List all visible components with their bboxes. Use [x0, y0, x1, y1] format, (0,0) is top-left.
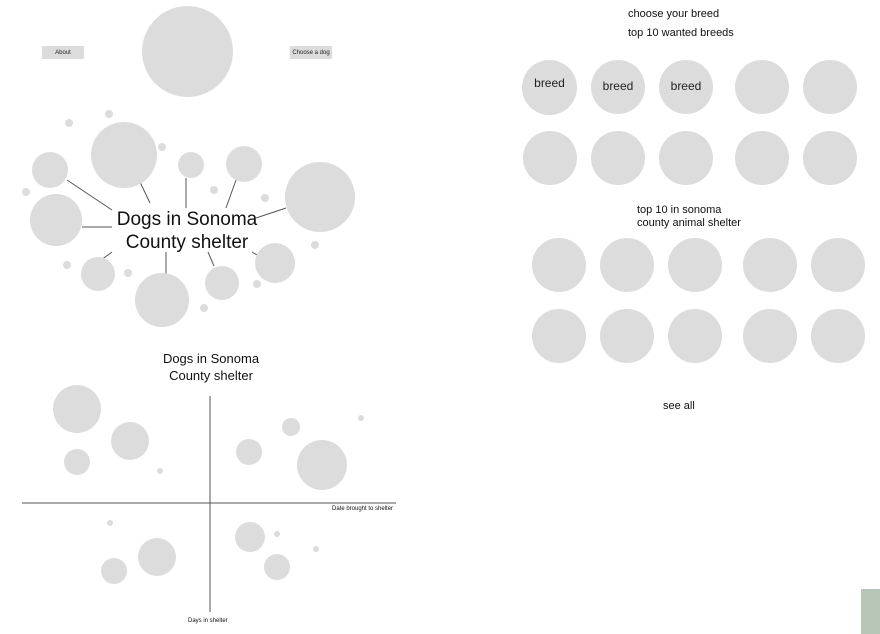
scatter-bubble [297, 440, 347, 490]
diagram-title-line1: Dogs in Sonoma [116, 209, 258, 230]
shelter-breed-option[interactable] [532, 238, 586, 292]
bubble [285, 162, 355, 232]
scatter-bubble [138, 538, 176, 576]
bubble [91, 122, 157, 188]
choose-breed-heading: choose your breed [628, 8, 720, 20]
bubble [255, 243, 295, 283]
shelter-heading-line2: county animal shelter [637, 217, 741, 229]
scatter-bubble [282, 418, 300, 436]
bubble [178, 152, 204, 178]
dot [261, 194, 269, 202]
breed-option[interactable] [523, 131, 577, 185]
dot [253, 280, 261, 288]
scatter-bubble [64, 449, 90, 475]
connector-line [139, 181, 151, 204]
bubble [205, 266, 239, 300]
scatter-bubble [53, 385, 101, 433]
shelter-breed-option[interactable] [600, 238, 654, 292]
bubble [81, 257, 115, 291]
bubble [32, 152, 68, 188]
scatter-dot [274, 531, 280, 537]
quadrant-scatter-sketch [22, 385, 396, 612]
hero-image-placeholder [142, 6, 233, 97]
shelter-breed-option[interactable] [532, 309, 586, 363]
scatter-dot [358, 415, 364, 421]
diagram-title-line2: County shelter [125, 232, 249, 253]
dot [200, 304, 208, 312]
dot [105, 110, 113, 118]
choose-dog-button[interactable]: Choose a dog [290, 46, 332, 59]
breed-option[interactable]: breed [522, 60, 577, 115]
scatter-bubble [235, 522, 265, 552]
scatter-dot [157, 468, 163, 474]
about-button[interactable]: About [42, 46, 84, 59]
breed-label: breed [534, 76, 565, 90]
connector-line [66, 179, 113, 211]
connector-line [207, 251, 215, 267]
scatter-title-line2: County shelter [169, 368, 253, 383]
y-axis-label: Days in shelter [188, 618, 228, 624]
dot [124, 269, 132, 277]
scatter-bubble [264, 554, 290, 580]
shelter-breed-option[interactable] [743, 238, 797, 292]
scatter-dot [107, 520, 113, 526]
dot [22, 188, 30, 196]
bubble [135, 273, 189, 327]
dot [65, 119, 73, 127]
shelter-heading-line1: top 10 in sonoma [637, 204, 722, 216]
breed-option[interactable]: breed [591, 60, 645, 114]
dot [158, 143, 166, 151]
scatter-title: Dogs in Sonoma County shelter [130, 350, 292, 384]
shelter-breed-option[interactable] [668, 238, 722, 292]
breed-option[interactable] [735, 60, 789, 114]
breed-label: breed [670, 79, 702, 93]
wanted-breeds-heading: top 10 wanted breeds [628, 27, 734, 39]
scatter-bubble [101, 558, 127, 584]
bubble [226, 146, 262, 182]
shelter-breed-option[interactable] [811, 238, 865, 292]
shelter-breed-option[interactable] [600, 309, 654, 363]
shelter-breed-option[interactable] [811, 309, 865, 363]
x-axis-label: Date brought to shelter [332, 506, 394, 512]
dot [311, 241, 319, 249]
breed-option[interactable]: breed [659, 60, 713, 114]
scatter-title-line1: Dogs in Sonoma [162, 351, 260, 366]
breed-option[interactable] [803, 60, 857, 114]
dot [210, 186, 218, 194]
breed-label: breed [602, 79, 634, 93]
scatter-bubble [236, 439, 262, 465]
scatter-bubble [111, 422, 149, 460]
connector-line [225, 179, 237, 209]
accent-swatch [861, 589, 880, 634]
breed-option[interactable] [735, 131, 789, 185]
breed-option[interactable] [659, 131, 713, 185]
diagram-title: Dogs in Sonoma County shelter [106, 208, 268, 254]
dot [63, 261, 71, 269]
shelter-breed-option[interactable] [668, 309, 722, 363]
connector-lines [66, 178, 287, 276]
connector-line [255, 207, 287, 219]
breed-option[interactable] [803, 131, 857, 185]
shelter-breed-option[interactable] [743, 309, 797, 363]
breed-option[interactable] [591, 131, 645, 185]
see-all-link[interactable]: see all [663, 400, 695, 412]
bubble-network-diagram [22, 110, 355, 327]
bubble [30, 194, 82, 246]
shelter-breeds-heading: top 10 in sonoma county animal shelter [637, 204, 741, 230]
scatter-dot [313, 546, 319, 552]
